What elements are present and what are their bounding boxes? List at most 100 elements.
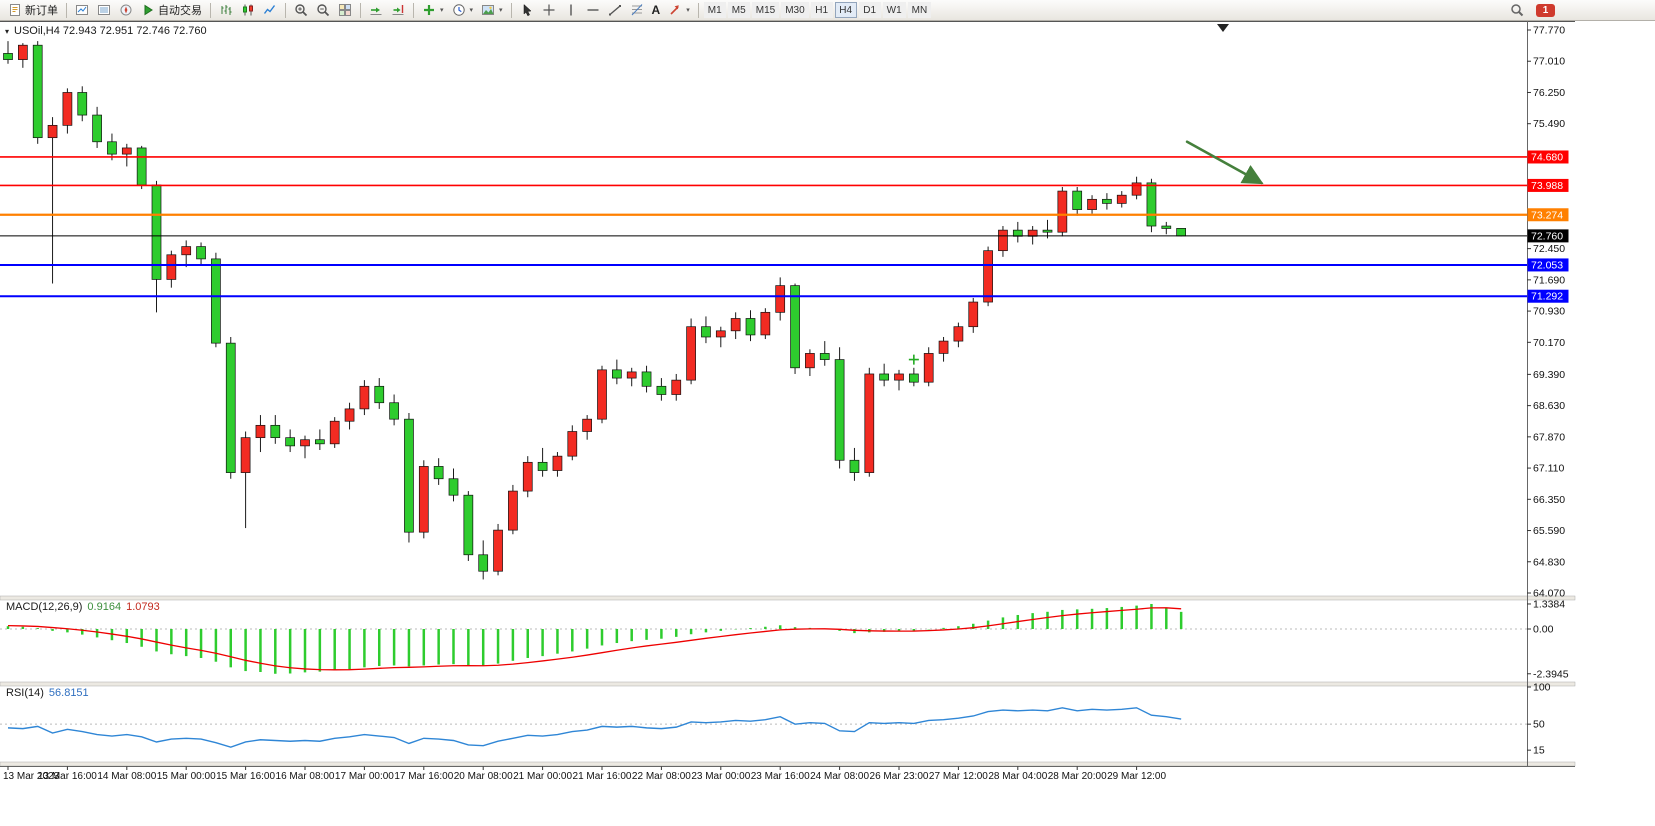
auto-scroll-button[interactable] [365,1,387,19]
periods-button[interactable]: ▾ [448,1,478,19]
price-tick-label: 70.930 [1533,306,1565,318]
price-badge-label: 72.760 [1531,230,1563,242]
chart-shift-button[interactable] [387,1,409,19]
candles-layer [3,41,1187,580]
candle-body [641,371,652,387]
toolbar-separator [697,2,699,18]
arrow-annotation[interactable] [1185,140,1264,185]
market-watch-button[interactable] [93,1,115,19]
indicators-button[interactable]: ▾ [418,1,448,19]
panel-separator[interactable] [0,681,1576,687]
candle-body [418,466,429,533]
price-tick-label: 70.170 [1533,337,1565,349]
panel-separator[interactable] [0,761,1576,767]
zoom-out-button[interactable] [312,1,334,19]
candle-body [1087,198,1097,210]
price-axis[interactable]: 77.770 77.010 76.250 75.490 72.450 71.690 70.9… [1527,21,1569,766]
toolbar-separator [66,2,67,18]
price-badge-73.988: 73.988 [1527,178,1569,192]
candle-body [463,494,474,556]
price-badge-label: 72.053 [1531,259,1563,271]
chart-shift-marker[interactable] [1217,24,1229,32]
text-tool-button[interactable]: A [648,1,665,19]
autotrading-button[interactable]: 自动交易 [137,1,206,19]
chart-window[interactable]: 77.770 77.010 76.250 75.490 72.450 71.690 70.9… [0,21,1655,826]
arrows-button[interactable]: ▾ [664,1,694,19]
price-tick-label: 77.770 [1533,25,1565,37]
timeframe-D1-button[interactable]: D1 [858,2,881,18]
price-badge-73.274: 73.274 [1527,208,1569,222]
cursor-button[interactable] [516,1,538,19]
candle-body [923,353,934,383]
chart-canvas[interactable]: 77.770 77.010 76.250 75.490 72.450 71.690 70.9… [0,21,1655,826]
candle-body [181,246,192,256]
crosshair-button[interactable] [538,1,560,19]
macd-panel: 1.3384 0.00 -2.3945 [0,598,1569,680]
price-tick-label: 72.450 [1533,243,1565,255]
autotrading-button-label: 自动交易 [158,5,202,17]
candle-body [196,246,206,260]
price-tick-label: 69.390 [1533,369,1565,381]
zoom-in-button[interactable] [290,1,312,19]
toolbar-separator [510,2,512,18]
candle-body [522,461,533,492]
timeframe-M1-button[interactable]: M1 [703,2,726,18]
templates-button[interactable]: ▾ [477,1,507,19]
timeframe-M15-button[interactable]: M15 [751,2,780,18]
notification-badge[interactable]: 1 [1536,3,1555,17]
price-badge-label: 73.274 [1531,209,1563,221]
price-tick-label: 77.010 [1533,56,1565,68]
timeframe-H1-button[interactable]: H1 [810,2,833,18]
horizontal-lines-layer [0,156,1527,298]
macd-axis-label: 0.00 [1533,624,1554,636]
plus-marker-annotation[interactable] [908,354,919,365]
candle-body [938,340,949,354]
bar-chart-button[interactable] [215,1,237,19]
candle-body [1146,182,1157,227]
candle-body [671,379,682,395]
timeframe-M5-button[interactable]: M5 [727,2,750,18]
trendline-button[interactable] [604,1,626,19]
horizontal-line-button[interactable] [582,1,604,19]
vertical-line-button[interactable] [560,1,582,19]
new-order-button[interactable]: 新订单 [4,1,62,19]
candle-body [285,437,295,447]
timeframe-MN-button[interactable]: MN [907,2,932,18]
chart-menu-icon[interactable]: ▾ [5,26,10,36]
time-tick-label: 23 Mar 16:00 [751,771,810,782]
line-chart-button[interactable] [259,1,281,19]
time-tick-label: 16 Mar 08:00 [276,771,335,782]
timeframe-W1-button[interactable]: W1 [882,2,906,18]
candle-body [953,326,964,342]
candle-body [1102,198,1112,204]
candle-body [537,461,548,471]
candle-body [1072,190,1083,210]
price-badge-label: 74.680 [1531,151,1563,163]
candle-body [166,254,177,280]
candle-body [715,330,726,338]
time-tick-label: 21 Mar 16:00 [573,771,632,782]
candle-body [18,44,28,60]
macd-signal-line [7,607,1182,671]
tile-windows-button[interactable] [334,1,356,19]
candle-body [270,424,281,439]
candle-body [315,439,325,445]
rsi-axis-label: 50 [1533,719,1545,731]
fibonacci-button[interactable] [626,1,648,19]
timeframe-H4-button[interactable]: H4 [834,2,857,18]
search-button[interactable] [1506,1,1528,19]
candle-body [790,285,800,369]
candle-body [47,124,58,139]
candle-body [211,258,221,344]
candlestick-chart-button[interactable] [237,1,259,19]
toolbar-separator [285,2,286,18]
price-tick-label: 71.690 [1533,274,1565,286]
candle-body [136,147,147,186]
navigator-button[interactable] [115,1,137,19]
new-chart-button[interactable] [71,1,93,19]
panel-separator[interactable] [0,595,1576,601]
candle-body [998,229,1008,252]
candle-body [908,373,919,383]
timeframe-M30-button[interactable]: M30 [781,2,809,18]
